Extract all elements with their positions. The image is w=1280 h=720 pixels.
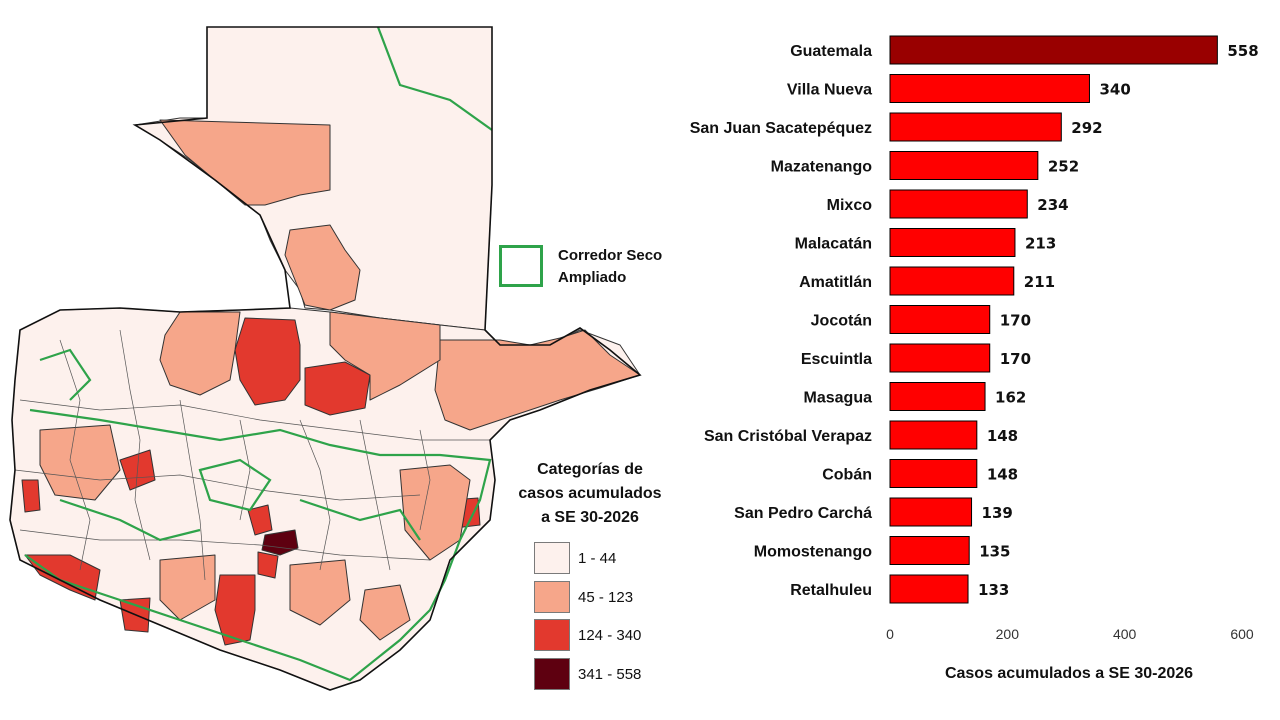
bar-chart: Guatemala Villa Nueva San Juan Sacatepéque… [690, 35, 1259, 682]
legend-label-4: 341 - 558 [578, 665, 642, 683]
x-axis-title: Casos acumulados a SE 30-2026 [945, 665, 1193, 682]
value-label-10: 162 [995, 389, 1026, 407]
value-label-2: 340 [1099, 81, 1130, 99]
category-labels: Guatemala Villa Nueva San Juan Sacatepéque… [690, 43, 873, 599]
x-tick-label-2: 200 [996, 626, 1020, 642]
legend-title-line-2: casos acumulados [518, 485, 662, 502]
legend-item-3: 124 - 340 [534, 619, 641, 651]
bars [889, 35, 1218, 604]
legend-swatch-4 [534, 658, 570, 690]
region-south-salmon1 [159, 554, 216, 621]
category-label-12: Cobán [822, 467, 872, 484]
value-label-13: 139 [982, 504, 1013, 522]
bar-9 [889, 343, 991, 373]
value-labels: 558 340 292 252 234 213 211 170 170 162 148 148 139 1… [978, 42, 1259, 599]
bar-14 [889, 536, 970, 565]
corredor-seco-swatch [499, 245, 543, 287]
category-label-2: Villa Nueva [787, 82, 872, 99]
region-peten-west [159, 119, 331, 206]
value-label-3: 292 [1071, 119, 1102, 137]
country-border [9, 26, 642, 691]
legend-item-4: 341 - 558 [534, 658, 641, 690]
legend-label-3: 124 - 340 [578, 626, 642, 644]
bar-7 [889, 266, 1015, 296]
category-label-11: San Cristóbal Verapaz [704, 428, 872, 445]
region-center-salmon [329, 311, 441, 401]
category-label-14: Momostenango [754, 544, 872, 561]
corredor-seco-label: Corredor Seco Ampliado [558, 245, 678, 289]
map-regions [9, 26, 641, 691]
bar-10 [889, 382, 986, 411]
region-mixco [247, 504, 273, 536]
legend-swatch-1 [534, 542, 570, 574]
bar-2 [889, 74, 1090, 103]
category-label-13: San Pedro Carchá [734, 505, 872, 522]
region-escuintla [214, 574, 256, 646]
region-villanueva [257, 551, 279, 579]
x-tick-label-1: 0 [886, 626, 894, 642]
corredor-seco-outline [24, 26, 493, 682]
value-label-14: 135 [979, 543, 1010, 561]
category-label-7: Amatitlán [799, 274, 872, 291]
bar-5 [889, 189, 1028, 219]
region-malacatan [21, 479, 41, 513]
value-label-8: 170 [1000, 312, 1031, 330]
region-south-salmon3 [359, 584, 411, 641]
category-label-4: Mazatenango [771, 159, 873, 176]
x-tick-labels: 0 200 400 600 [886, 626, 1254, 642]
legend-title-line-3: a SE 30-2026 [541, 509, 639, 526]
region-mazatenango [24, 554, 101, 601]
legend-swatch-2 [534, 581, 570, 613]
corredor-label-line-2: Ampliado [558, 269, 627, 286]
x-tick-label-4: 600 [1230, 626, 1254, 642]
value-label-5: 234 [1037, 196, 1068, 214]
legend-item-1: 1 - 44 [534, 542, 616, 574]
bar-4 [889, 151, 1039, 180]
legend-label-2: 45 - 123 [578, 588, 634, 606]
value-label-1: 558 [1227, 42, 1258, 60]
category-label-15: Retalhuleu [790, 582, 872, 599]
region-north-salmon [159, 311, 241, 396]
legend-title-line-1: Categorías de [537, 461, 643, 478]
x-tick-label-3: 400 [1113, 626, 1137, 642]
category-label-9: Escuintla [801, 351, 872, 368]
value-label-9: 170 [1000, 350, 1031, 368]
value-label-4: 252 [1048, 158, 1079, 176]
value-label-12: 148 [987, 466, 1018, 484]
legend-item-2: 45 - 123 [534, 581, 633, 613]
guatemala-map [9, 26, 642, 691]
region-coban [234, 317, 301, 406]
region-carcha [304, 361, 371, 416]
municipal-borders [14, 329, 490, 581]
category-label-8: Jocotán [811, 313, 872, 330]
value-label-15: 133 [978, 581, 1009, 599]
bar-11 [889, 420, 978, 450]
category-label-5: Mixco [827, 197, 873, 214]
corredor-label-line-1: Corredor Seco [558, 247, 663, 264]
bar-8 [889, 305, 991, 334]
value-label-6: 213 [1025, 235, 1056, 253]
bar-6 [889, 228, 1016, 257]
region-south-salmon2 [289, 559, 351, 626]
bar-1 [889, 35, 1218, 65]
value-label-11: 148 [987, 427, 1018, 445]
legend-label-1: 1 - 44 [578, 549, 617, 567]
value-label-7: 211 [1024, 273, 1055, 291]
category-label-6: Malacatán [795, 236, 872, 253]
category-label-3: San Juan Sacatepéquez [690, 120, 872, 137]
bar-3 [889, 112, 1062, 142]
region-west-salmon [39, 424, 121, 501]
region-izabal [434, 329, 641, 431]
category-label-1: Guatemala [790, 43, 872, 60]
bar-12 [889, 459, 978, 488]
bar-13 [889, 497, 973, 527]
region-peten-south [284, 224, 361, 311]
bar-15 [889, 574, 969, 604]
category-label-10: Masagua [804, 390, 873, 407]
legend-swatch-3 [534, 619, 570, 651]
legend-title: Categorías de casos acumulados a SE 30-2… [505, 458, 675, 530]
